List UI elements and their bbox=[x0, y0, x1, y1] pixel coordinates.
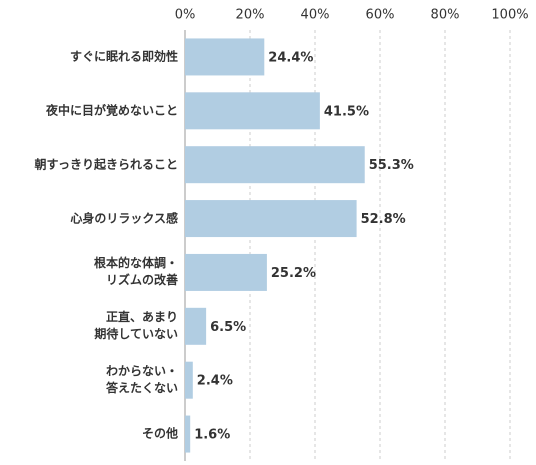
bar bbox=[185, 92, 320, 130]
value-label: 25.2% bbox=[271, 266, 316, 281]
x-tick-label: 20% bbox=[236, 8, 265, 23]
x-tick-label: 60% bbox=[366, 8, 395, 23]
y-tick-label: その他 bbox=[141, 426, 178, 441]
bar bbox=[185, 146, 365, 184]
value-label: 55.3% bbox=[369, 158, 414, 173]
x-tick-label: 0% bbox=[175, 8, 196, 23]
bar bbox=[185, 38, 265, 76]
y-tick-label: 正直、あまり 期待していない bbox=[94, 310, 178, 342]
y-tick-label: 心身のリラックス感 bbox=[70, 211, 178, 226]
bar bbox=[185, 415, 191, 453]
value-label: 1.6% bbox=[194, 428, 230, 443]
value-label: 52.8% bbox=[361, 212, 406, 227]
value-label: 24.4% bbox=[268, 50, 313, 65]
x-tick-label: 40% bbox=[301, 8, 330, 23]
y-tick-label: わからない・ 答えたくない bbox=[105, 364, 178, 396]
bar bbox=[185, 253, 267, 291]
bar bbox=[185, 361, 193, 399]
y-tick-label: 朝すっきり起きられること bbox=[34, 157, 178, 172]
value-label: 6.5% bbox=[210, 320, 246, 335]
bar bbox=[185, 200, 357, 238]
x-tick-label: 80% bbox=[431, 8, 460, 23]
value-label: 2.4% bbox=[197, 374, 233, 389]
y-tick-label: 根本的な体調・ リズムの改善 bbox=[93, 256, 178, 288]
value-label: 41.5% bbox=[324, 104, 369, 119]
y-tick-label: すぐに眠れる即効性 bbox=[69, 49, 178, 64]
y-tick-label: 夜中に目が覚めないこと bbox=[45, 103, 178, 118]
x-tick-label: 100% bbox=[491, 8, 528, 23]
bar bbox=[185, 307, 207, 345]
